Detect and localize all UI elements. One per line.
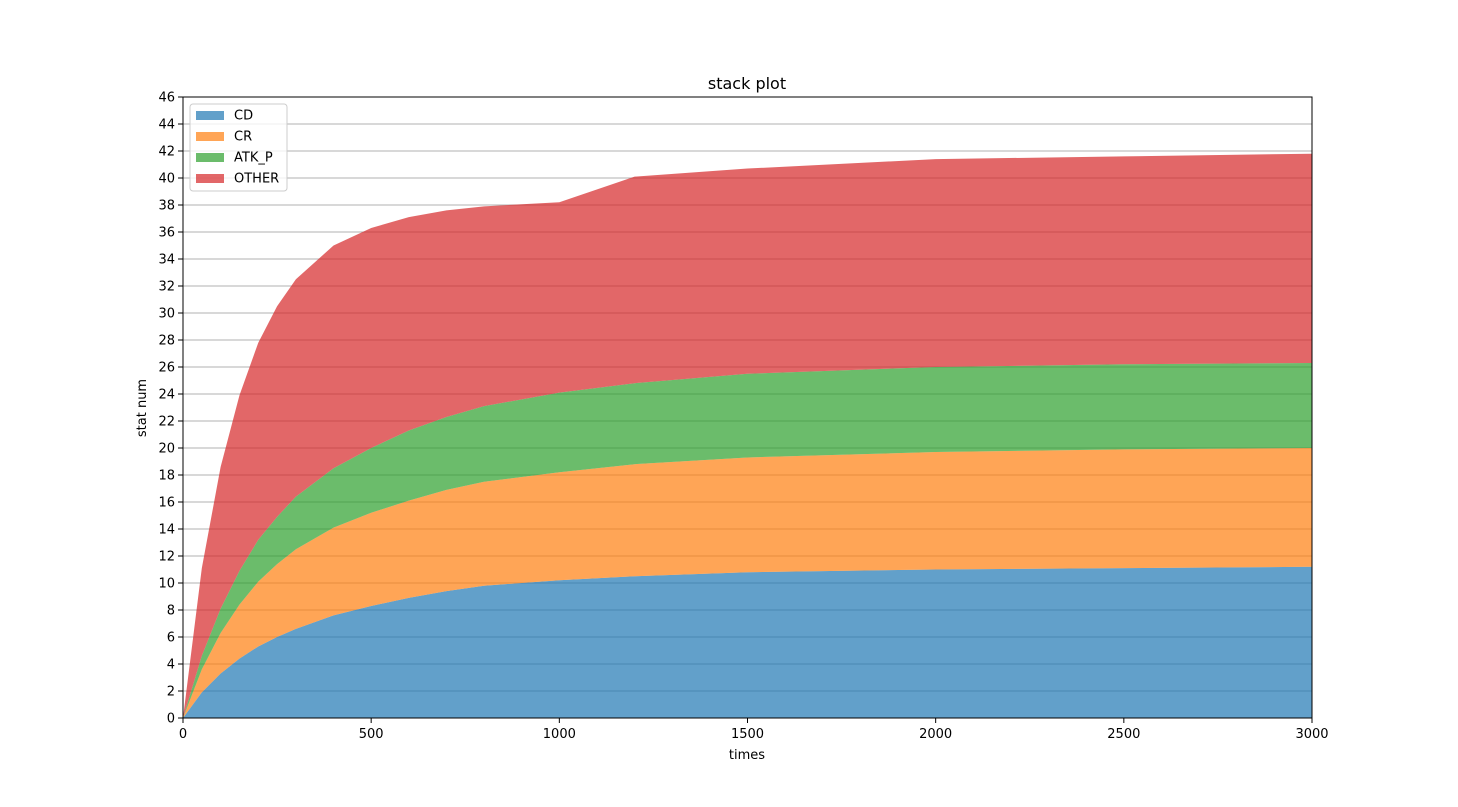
x-tick-label-2: 1000 bbox=[543, 727, 576, 742]
legend-label-other: OTHER bbox=[234, 172, 279, 187]
y-tick-label-14: 28 bbox=[158, 334, 175, 349]
legend-box bbox=[189, 103, 288, 192]
x-tick-label-5: 2500 bbox=[1107, 727, 1140, 742]
y-tick-label-2: 4 bbox=[167, 658, 175, 673]
y-tick-label-18: 36 bbox=[158, 226, 175, 241]
y-tick-label-22: 44 bbox=[158, 118, 175, 133]
legend-swatch-other bbox=[196, 174, 224, 183]
y-tick-label-15: 30 bbox=[158, 307, 175, 322]
x-tick-label-6: 3000 bbox=[1295, 727, 1328, 742]
y-tick-label-13: 26 bbox=[158, 361, 175, 376]
chart-title: stack plot bbox=[708, 74, 786, 93]
y-tick-label-6: 12 bbox=[158, 550, 175, 565]
y-axis-label: stat num bbox=[135, 379, 150, 437]
x-tick-label-4: 2000 bbox=[919, 727, 952, 742]
y-tick-label-8: 16 bbox=[158, 496, 175, 511]
y-tick-label-4: 8 bbox=[167, 604, 175, 619]
y-tick-label-10: 20 bbox=[158, 442, 175, 457]
x-tick-label-1: 500 bbox=[359, 727, 384, 742]
stacked-areas bbox=[183, 153, 1312, 718]
y-tick-label-21: 42 bbox=[158, 145, 175, 160]
y-tick-label-9: 18 bbox=[158, 469, 175, 484]
legend-swatch-cd bbox=[196, 111, 224, 120]
area-other bbox=[183, 153, 1312, 718]
y-tick-label-3: 6 bbox=[167, 631, 175, 646]
legend-label-cr: CR bbox=[234, 130, 252, 145]
legend-label-atk-p: ATK_P bbox=[234, 151, 273, 166]
y-tick-label-20: 40 bbox=[158, 172, 175, 187]
area-cd bbox=[183, 566, 1312, 718]
y-tick-label-19: 38 bbox=[158, 199, 175, 214]
x-axis-label: times bbox=[729, 748, 765, 763]
x-axis: 0 500 1000 1500 2000 2500 3000 bbox=[179, 718, 1329, 742]
y-tick-label-11: 22 bbox=[158, 415, 175, 430]
y-tick-label-17: 34 bbox=[158, 253, 175, 268]
area-cr bbox=[183, 448, 1312, 718]
legend-swatch-cr bbox=[196, 132, 224, 141]
legend-label-cd: CD bbox=[234, 109, 253, 124]
y-tick-label-1: 2 bbox=[167, 685, 175, 700]
x-tick-label-0: 0 bbox=[179, 727, 187, 742]
x-tick-label-3: 1500 bbox=[731, 727, 764, 742]
y-tick-label-7: 14 bbox=[158, 523, 175, 538]
area-atk-p bbox=[183, 362, 1312, 718]
legend-swatch-atk-p bbox=[196, 153, 224, 162]
y-tick-label-16: 32 bbox=[158, 280, 175, 295]
y-tick-label-0: 0 bbox=[167, 712, 175, 727]
y-axis: 0246810121416182022242628303234363840424… bbox=[158, 91, 183, 727]
y-tick-label-23: 46 bbox=[158, 91, 175, 106]
y-tick-label-5: 10 bbox=[158, 577, 175, 592]
y-tick-label-12: 24 bbox=[158, 388, 175, 403]
legend: CD CR ATK_P OTHER bbox=[189, 103, 288, 192]
